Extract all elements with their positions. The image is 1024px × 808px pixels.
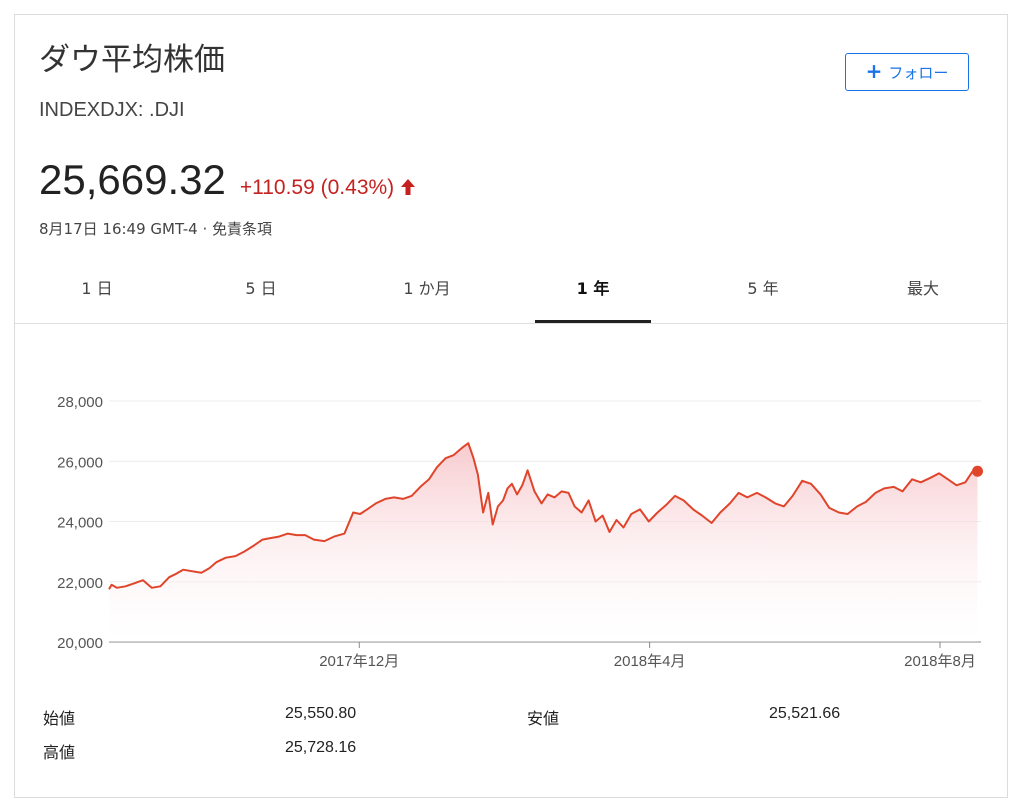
price-chart: 20,000 22,000 24,000 26,000 28,000 2017年12月 20… <box>57 394 984 670</box>
y-tick-label: 26,000 <box>57 454 103 471</box>
quote-timestamp: 8月17日 16:49 GMT-4 · 免責条項 <box>39 220 273 238</box>
series-area <box>109 443 978 642</box>
high-value: 25,728.16 <box>285 739 357 756</box>
tab-max[interactable]: 最大 <box>906 279 940 298</box>
series-line <box>108 442 978 590</box>
open-label: 始値 <box>43 709 76 728</box>
y-tick-label: 28,000 <box>57 394 103 411</box>
x-tick-label: 2018年8月 <box>904 653 976 670</box>
arrow-up-icon <box>401 179 416 195</box>
low-label: 安値 <box>527 709 560 728</box>
follow-label: フォロー <box>888 63 949 82</box>
plus-icon: + <box>865 59 883 83</box>
follow-button[interactable]: + フォロー <box>845 53 969 91</box>
latest-point-marker <box>972 465 984 477</box>
tab-5-day[interactable]: 5 日 <box>245 279 277 298</box>
y-tick-label: 24,000 <box>57 515 103 532</box>
quote-card: ダウ平均株価 INDEXDJX: .DJI + フォロー 25,669.32 +… <box>14 14 1008 798</box>
y-tick-label: 22,000 <box>57 575 103 592</box>
range-tabs: 1 日 5 日 1 か月 1 年 5 年 最大 <box>15 261 1007 324</box>
tab-1-day[interactable]: 1 日 <box>81 279 113 298</box>
high-label: 高値 <box>43 743 76 762</box>
tab-5-year[interactable]: 5 年 <box>747 279 779 298</box>
ticker-symbol: INDEXDJX: .DJI <box>39 99 185 121</box>
y-tick-label: 20,000 <box>57 635 103 652</box>
current-price: 25,669.32 <box>39 156 226 203</box>
tab-1-year[interactable]: 1 年 <box>576 279 610 298</box>
low-value: 25,521.66 <box>769 705 841 722</box>
tab-1-month[interactable]: 1 か月 <box>403 279 451 298</box>
price-row: 25,669.32 +110.59 (0.43%) <box>39 159 416 201</box>
price-change: +110.59 (0.43%) <box>239 176 395 199</box>
open-value: 25,550.80 <box>285 705 357 722</box>
x-tick-label: 2018年4月 <box>614 653 686 670</box>
x-tick-label: 2017年12月 <box>319 653 399 670</box>
page-title: ダウ平均株価 <box>39 42 225 78</box>
active-tab-indicator <box>535 320 651 323</box>
